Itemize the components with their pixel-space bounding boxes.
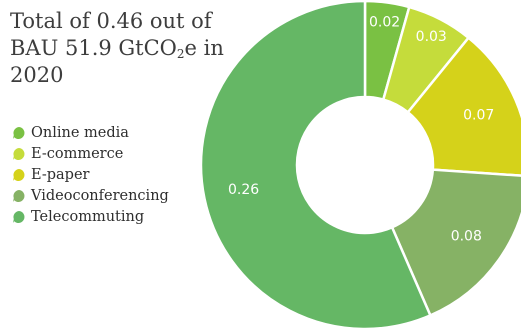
title-line-2-prefix: BAU 51.9 GtCO <box>10 36 177 60</box>
title-line-1: Total of 0.46 out of <box>10 9 212 33</box>
title-line-2-suffix: e in <box>184 36 224 60</box>
legend-item-e-commerce: E-commerce <box>12 143 169 164</box>
legend-label-online-media: Online media <box>31 124 129 141</box>
legend-item-telecommuting: Telecommuting <box>12 206 169 227</box>
slice-value-label: 0.26 <box>228 182 259 198</box>
legend-item-videoconferencing: Videoconferencing <box>12 185 169 206</box>
legend-item-e-paper: E-paper <box>12 164 169 185</box>
slice-value-label: 0.03 <box>416 29 447 45</box>
legend-marker-icon <box>13 168 25 181</box>
title-line-3: 2020 <box>10 63 64 87</box>
legend-marker-icon <box>13 147 25 160</box>
slice-videoconferencing <box>390 168 521 317</box>
slice-value-label: 0.02 <box>369 14 400 30</box>
slice-value-label: 0.08 <box>451 229 482 245</box>
legend-marker-icon <box>13 189 25 202</box>
title-line-2-subscript: 2 <box>176 47 185 61</box>
legend-label-telecommuting: Telecommuting <box>31 208 145 225</box>
slice-telecommuting <box>199 0 432 331</box>
legend-marker-icon <box>13 126 25 139</box>
legend-label-e-commerce: E-commerce <box>31 145 124 162</box>
legend-label-videoconferencing: Videoconferencing <box>31 187 169 204</box>
slice-value-label: 0.07 <box>463 108 494 124</box>
chart-legend: Online media E-commerce E-paper Videocon… <box>12 122 169 227</box>
legend-label-e-paper: E-paper <box>31 166 90 183</box>
legend-marker-icon <box>13 210 25 223</box>
legend-item-online-media: Online media <box>12 122 169 143</box>
chart-title: Total of 0.46 out of BAU 51.9 GtCO2e in … <box>10 8 230 89</box>
slice-e-paper <box>406 36 521 177</box>
